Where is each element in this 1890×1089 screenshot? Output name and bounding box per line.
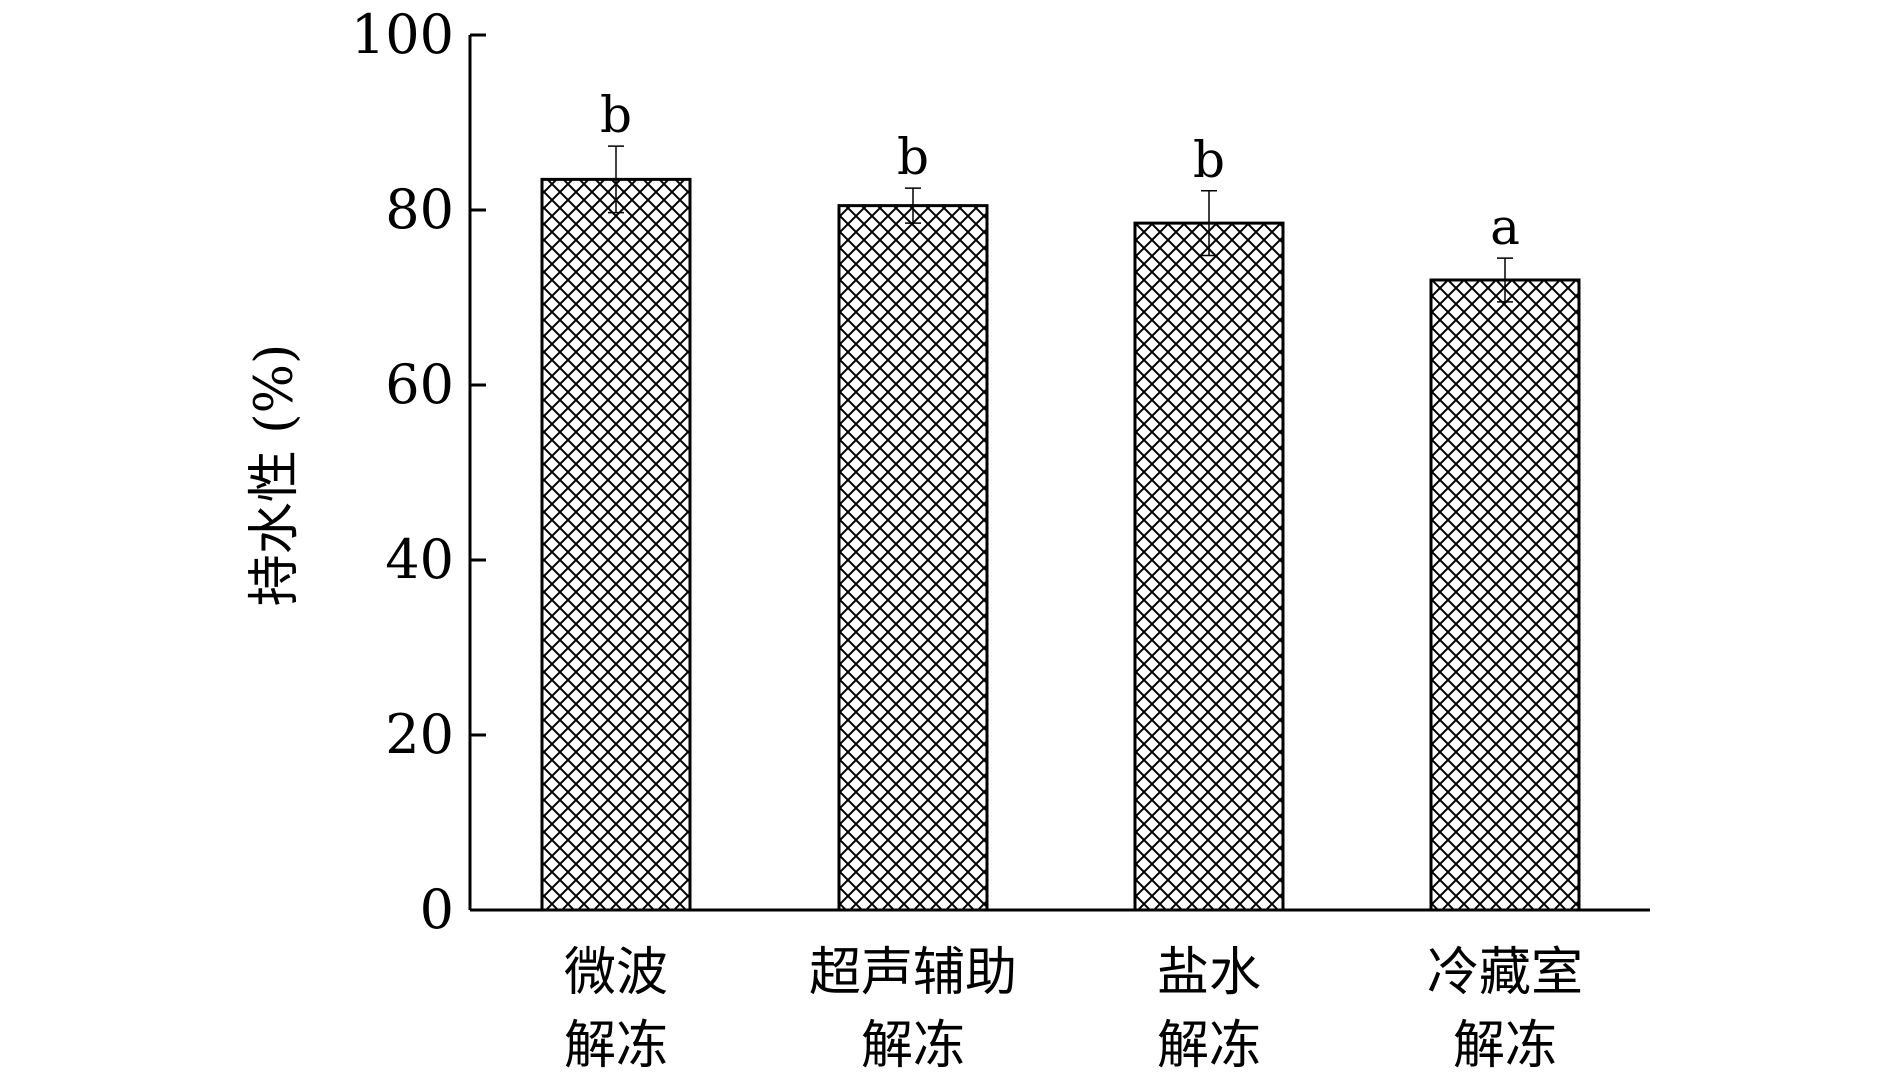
x-tick-label-1-1: 解冻 <box>861 1016 965 1076</box>
y-tick-label-0: 0 <box>420 878 454 941</box>
y-axis-label: 持水性 (%) <box>245 344 305 607</box>
x-tick-label-0-0: 微波 <box>564 943 668 1003</box>
significance-label-0: b <box>600 86 632 144</box>
x-tick-label-1-0: 超声辅助 <box>809 943 1017 1003</box>
significance-label-2: b <box>1193 131 1225 189</box>
y-tick-label-1: 20 <box>385 703 454 766</box>
y-tick-label-5: 100 <box>351 3 454 66</box>
y-tick-label-4: 80 <box>385 178 454 241</box>
bar-0 <box>540 177 692 912</box>
x-tick-label-3-0: 冷藏室 <box>1427 943 1583 1003</box>
significance-label-1: b <box>897 128 929 186</box>
bar-3 <box>1429 278 1581 912</box>
y-tick-label-2: 40 <box>385 528 454 591</box>
x-tick-label-2-0: 盐水 <box>1157 943 1261 1003</box>
bar-2 <box>1133 221 1285 912</box>
x-tick-label-3-1: 解冻 <box>1453 1016 1557 1076</box>
x-tick-label-2-1: 解冻 <box>1157 1016 1261 1076</box>
y-tick-label-3: 60 <box>385 353 454 416</box>
significance-label-3: a <box>1490 198 1520 256</box>
bar-1 <box>837 204 989 912</box>
x-tick-label-0-1: 解冻 <box>564 1016 668 1076</box>
